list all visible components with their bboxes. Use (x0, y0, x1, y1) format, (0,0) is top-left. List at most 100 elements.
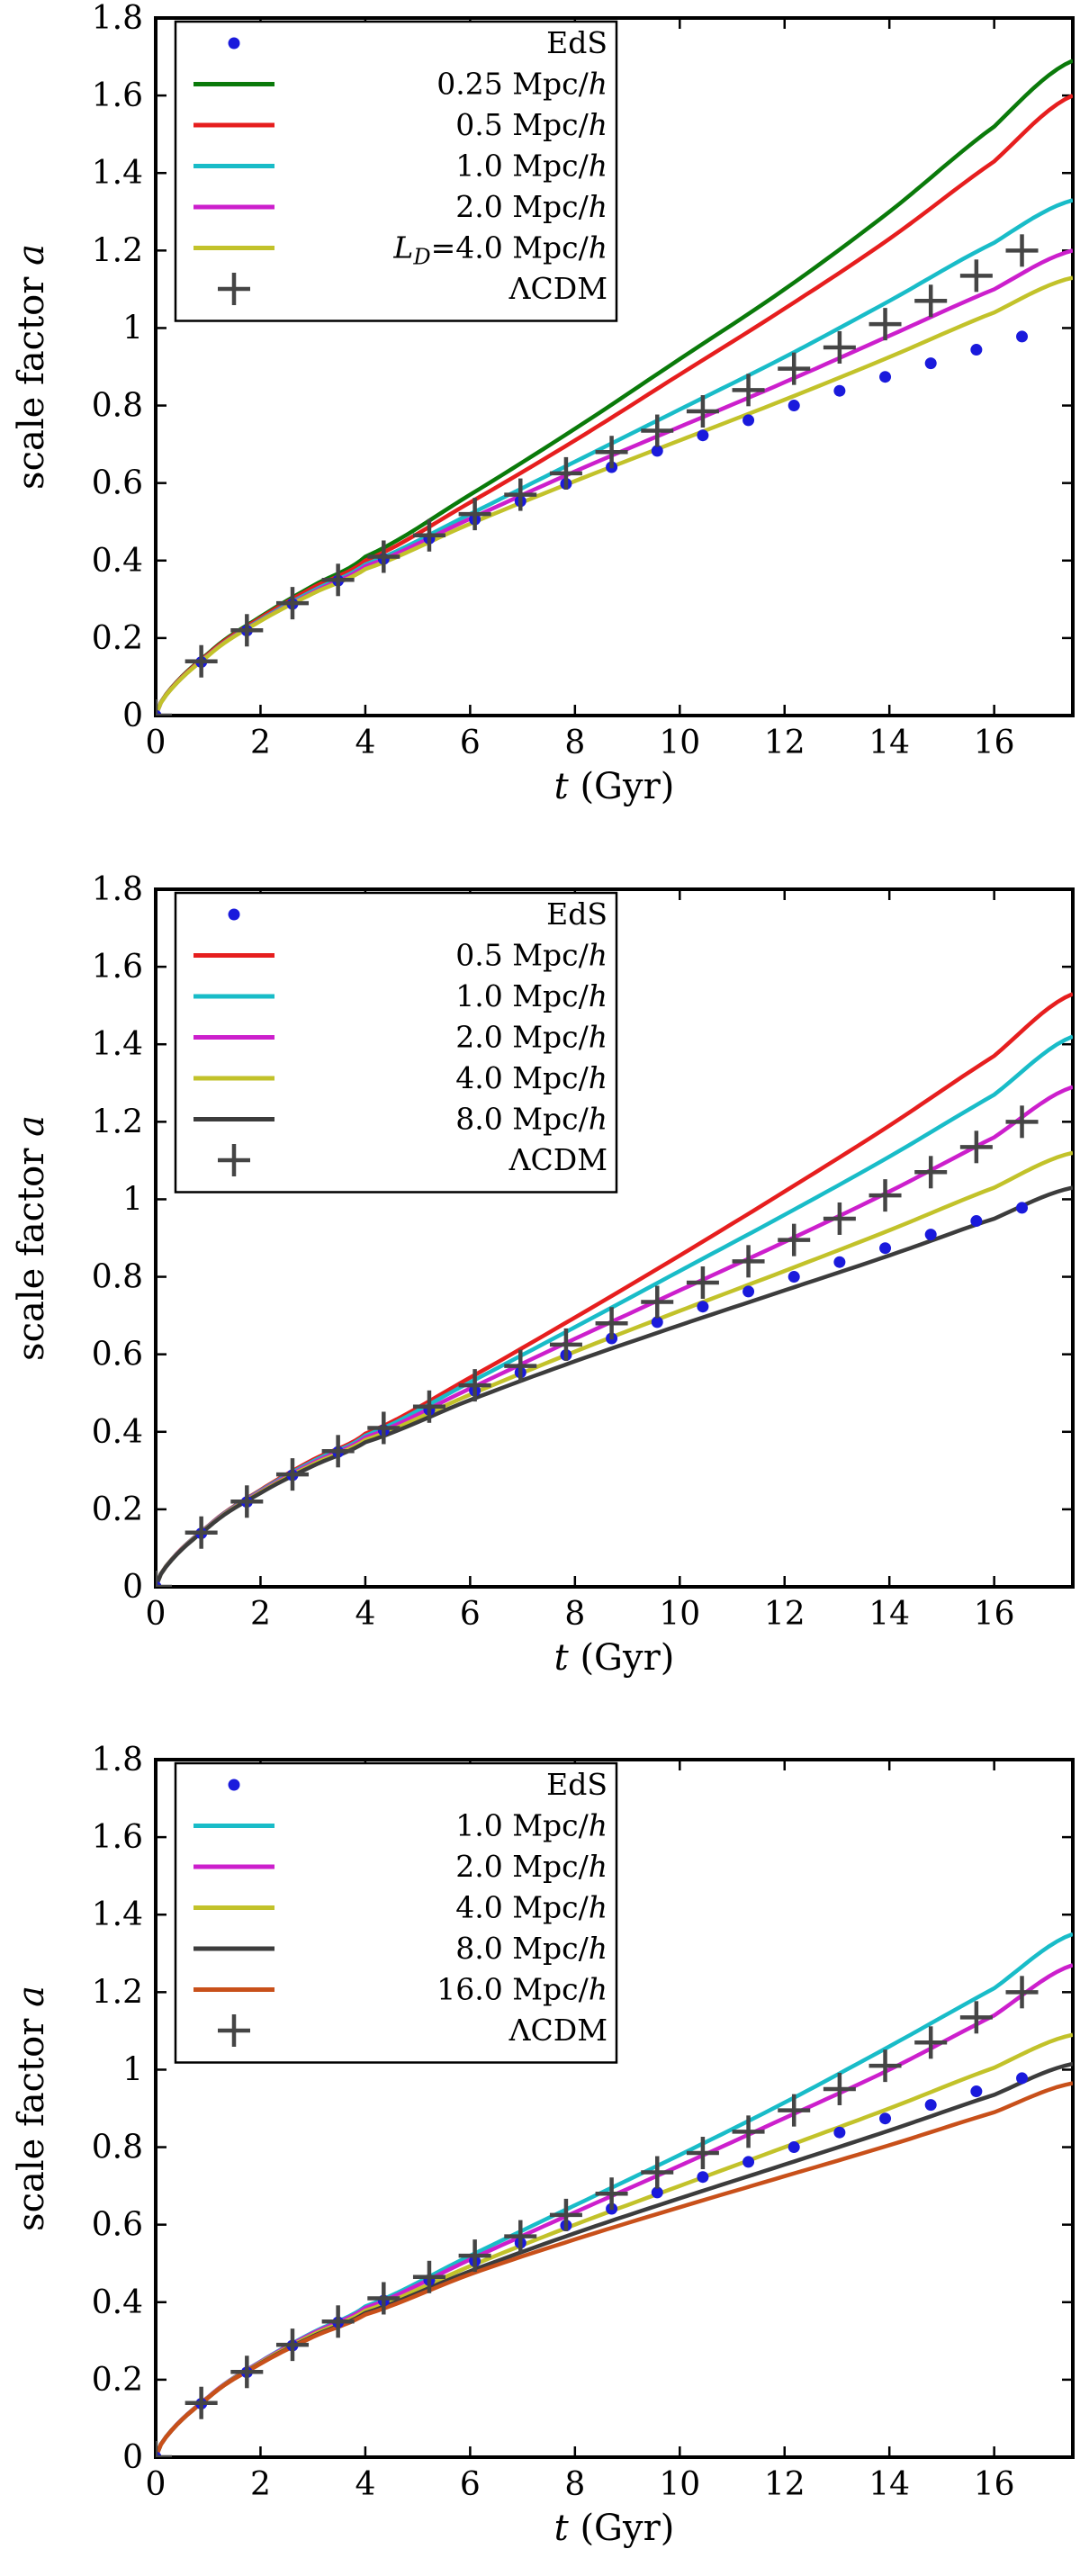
legend: EdS 1.0 Mpc/h 2.0 Mpc/h 4.0 Mpc/h 8.0 Mpc/h 1… (174, 1761, 618, 2064)
y-tick-label: 1.4 (92, 1896, 143, 1933)
x-axis-title: t (Gyr) (554, 2508, 675, 2549)
legend-label: EdS (546, 25, 608, 60)
y-tick-label: 0.2 (92, 1491, 143, 1528)
legend-label: ΛCDM (508, 2013, 608, 2048)
x-tick-label: 0 (146, 1596, 166, 1633)
y-tick-label: 1.2 (92, 1103, 143, 1140)
x-tick-label: 16 (974, 1596, 1015, 1633)
legend-box (174, 891, 618, 1193)
eds-point (651, 1316, 663, 1329)
y-tick-label: 1.6 (92, 1819, 143, 1856)
y-tick-label: 1 (122, 310, 143, 347)
eds-point (879, 371, 892, 383)
eds-point (697, 429, 709, 442)
y-tick-label: 1.6 (92, 77, 143, 114)
y-tick-label: 1.4 (92, 155, 143, 192)
legend-label: 4.0 Mpc/h (455, 1890, 608, 1925)
y-tick-label: 1.2 (92, 232, 143, 269)
x-tick-label: 10 (659, 1596, 700, 1633)
y-tick-label: 0.2 (92, 620, 143, 657)
eds-point (788, 400, 800, 412)
eds-point (970, 1215, 983, 1228)
eds-point (1016, 2072, 1029, 2085)
legend-eds-marker (228, 37, 240, 50)
x-tick-label: 6 (460, 2466, 481, 2503)
x-tick-label: 0 (146, 725, 166, 761)
x-tick-label: 2 (250, 2466, 271, 2503)
legend-label: 0.25 Mpc/h (436, 67, 608, 102)
eds-point (742, 1285, 755, 1298)
eds-point (1016, 1202, 1029, 1214)
y-axis-title: scale factor a (11, 244, 52, 490)
legend-label: 2.0 Mpc/h (455, 189, 608, 224)
y-tick-label: 0.6 (92, 2207, 143, 2244)
legend-label: 8.0 Mpc/h (455, 1102, 608, 1137)
legend-label: 0.5 Mpc/h (455, 938, 608, 973)
legend-label: 2.0 Mpc/h (455, 1849, 608, 1884)
y-axis-title: scale factor a (11, 1115, 52, 1361)
legend-label: 4.0 Mpc/h (455, 1060, 608, 1095)
eds-point (697, 1301, 709, 1313)
panel-bottom: 0 2 4 6 8 10 12 14 16 0 0.2 0.4 0.6 0.8 1 1.2 1.4 1.6 1.8 t… (11, 1742, 1075, 2549)
y-tick-label: 0.8 (92, 2130, 143, 2166)
legend: EdS 0.25 Mpc/h 0.5 Mpc/h 1.0 Mpc/h 2.0 Mpc/h… (174, 20, 618, 322)
panel-top: 0 2 4 6 8 10 12 14 16 0 0.2 0.4 0.6 0.8 1 1.2 1.4 1.6 1.8 t… (11, 0, 1075, 807)
y-tick-label: 0.4 (92, 1414, 143, 1451)
y-tick-label: 0 (122, 2439, 143, 2476)
y-tick-label: 0.8 (92, 1259, 143, 1296)
x-tick-label: 6 (460, 1596, 481, 1633)
y-tick-label: 0.8 (92, 388, 143, 425)
eds-point (697, 2171, 709, 2184)
eds-point (742, 2156, 755, 2168)
x-tick-label: 6 (460, 725, 481, 761)
x-tick-label: 8 (564, 1596, 585, 1633)
y-tick-label: 0.6 (92, 465, 143, 502)
eds-point (833, 384, 846, 397)
eds-point (651, 2186, 663, 2199)
x-tick-label: 4 (355, 725, 375, 761)
x-axis-title: t (Gyr) (554, 766, 675, 807)
eds-point (788, 2141, 800, 2154)
y-tick-label: 0.4 (92, 2284, 143, 2321)
y-tick-label: 1.8 (92, 1742, 143, 1779)
y-tick-label: 1.4 (92, 1026, 143, 1063)
legend-label: EdS (546, 896, 608, 932)
x-tick-label: 4 (355, 2466, 375, 2503)
legend-label: 1.0 Mpc/h (455, 1808, 608, 1843)
eds-point (833, 1256, 846, 1268)
y-tick-label: 1 (122, 1181, 143, 1218)
eds-point (1016, 330, 1029, 343)
y-tick-label: 1.6 (92, 949, 143, 986)
x-tick-label: 8 (564, 2466, 585, 2503)
legend-label: LD=4.0 Mpc/h (392, 230, 608, 270)
series-line (156, 1185, 1073, 1587)
series-line (156, 2081, 1073, 2457)
x-tick-label: 12 (764, 1596, 806, 1633)
eds-point (970, 344, 983, 356)
legend-box (174, 1761, 618, 2064)
series-line (156, 2032, 1073, 2457)
panel-middle: 0 2 4 6 8 10 12 14 16 0 0.2 0.4 0.6 0.8 1 1.2 1.4 1.6 1.8 t… (11, 871, 1075, 1679)
eds-point (742, 414, 755, 427)
y-tick-label: 1 (122, 2051, 143, 2088)
eds-point (924, 2099, 937, 2112)
legend-eds-marker (228, 1779, 240, 1791)
eds-point (924, 357, 937, 370)
y-tick-label: 0.6 (92, 1337, 143, 1374)
legend-label: 16.0 Mpc/h (436, 1972, 608, 2007)
x-tick-label: 14 (868, 1596, 910, 1633)
eds-point (879, 1242, 892, 1255)
legend-eds-marker (228, 908, 240, 921)
legend-label: ΛCDM (508, 271, 608, 306)
x-tick-label: 8 (564, 725, 585, 761)
y-tick-label: 1.8 (92, 871, 143, 908)
y-tick-label: 1.2 (92, 1974, 143, 2011)
eds-point (970, 2085, 983, 2098)
legend-label: 1.0 Mpc/h (455, 149, 608, 184)
x-tick-label: 10 (659, 725, 700, 761)
x-tick-label: 12 (764, 2466, 806, 2503)
eds-point (651, 445, 663, 457)
legend-label: ΛCDM (508, 1142, 608, 1177)
data-layer (156, 992, 1073, 1587)
